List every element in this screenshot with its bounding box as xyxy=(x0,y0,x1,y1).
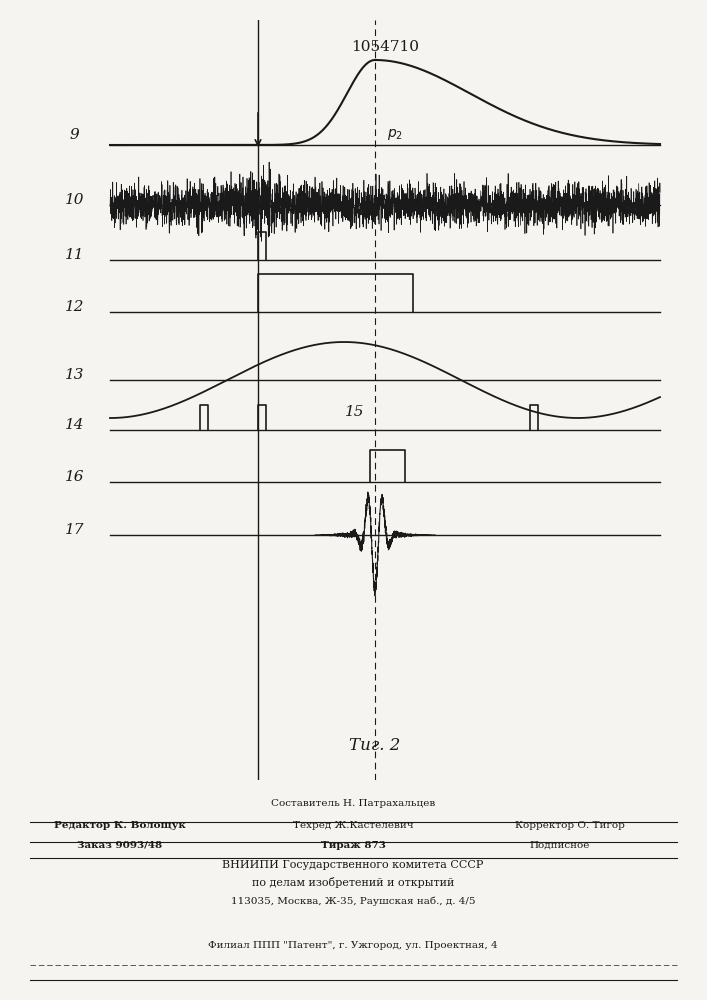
Text: $p_2$: $p_2$ xyxy=(387,127,403,142)
Text: Τиг. 2: Τиг. 2 xyxy=(349,737,401,754)
Text: по делам изобретений и открытий: по делам изобретений и открытий xyxy=(252,877,454,888)
Text: 16: 16 xyxy=(65,470,85,484)
Text: Тираж 873: Тираж 873 xyxy=(320,841,385,850)
Text: Составитель Н. Патрахальцев: Составитель Н. Патрахальцев xyxy=(271,799,435,808)
Text: 14: 14 xyxy=(65,418,85,432)
Text: Техред Ж.Кастелевич: Техред Ж.Кастелевич xyxy=(293,821,414,830)
Text: Подписное: Подписное xyxy=(530,841,590,850)
Text: 9: 9 xyxy=(70,128,80,142)
Text: 13: 13 xyxy=(65,368,85,382)
Text: 15: 15 xyxy=(345,405,365,419)
Text: 1054710: 1054710 xyxy=(351,40,419,54)
Text: Заказ 9093/48: Заказ 9093/48 xyxy=(78,841,163,850)
Text: Редактор К. Волощук: Редактор К. Волощук xyxy=(54,821,186,830)
Text: 113035, Москва, Ж-35, Раушская наб., д. 4/5: 113035, Москва, Ж-35, Раушская наб., д. … xyxy=(230,896,475,906)
Text: 17: 17 xyxy=(65,523,85,537)
Text: 10: 10 xyxy=(65,193,85,207)
Text: 12: 12 xyxy=(65,300,85,314)
Text: Корректор О. Тигор: Корректор О. Тигор xyxy=(515,821,625,830)
Text: Филиал ППП "Патент", г. Ужгород, ул. Проектная, 4: Филиал ППП "Патент", г. Ужгород, ул. Про… xyxy=(208,941,498,950)
Text: 11: 11 xyxy=(65,248,85,262)
Text: ВНИИПИ Государственного комитета СССР: ВНИИПИ Государственного комитета СССР xyxy=(222,860,484,870)
